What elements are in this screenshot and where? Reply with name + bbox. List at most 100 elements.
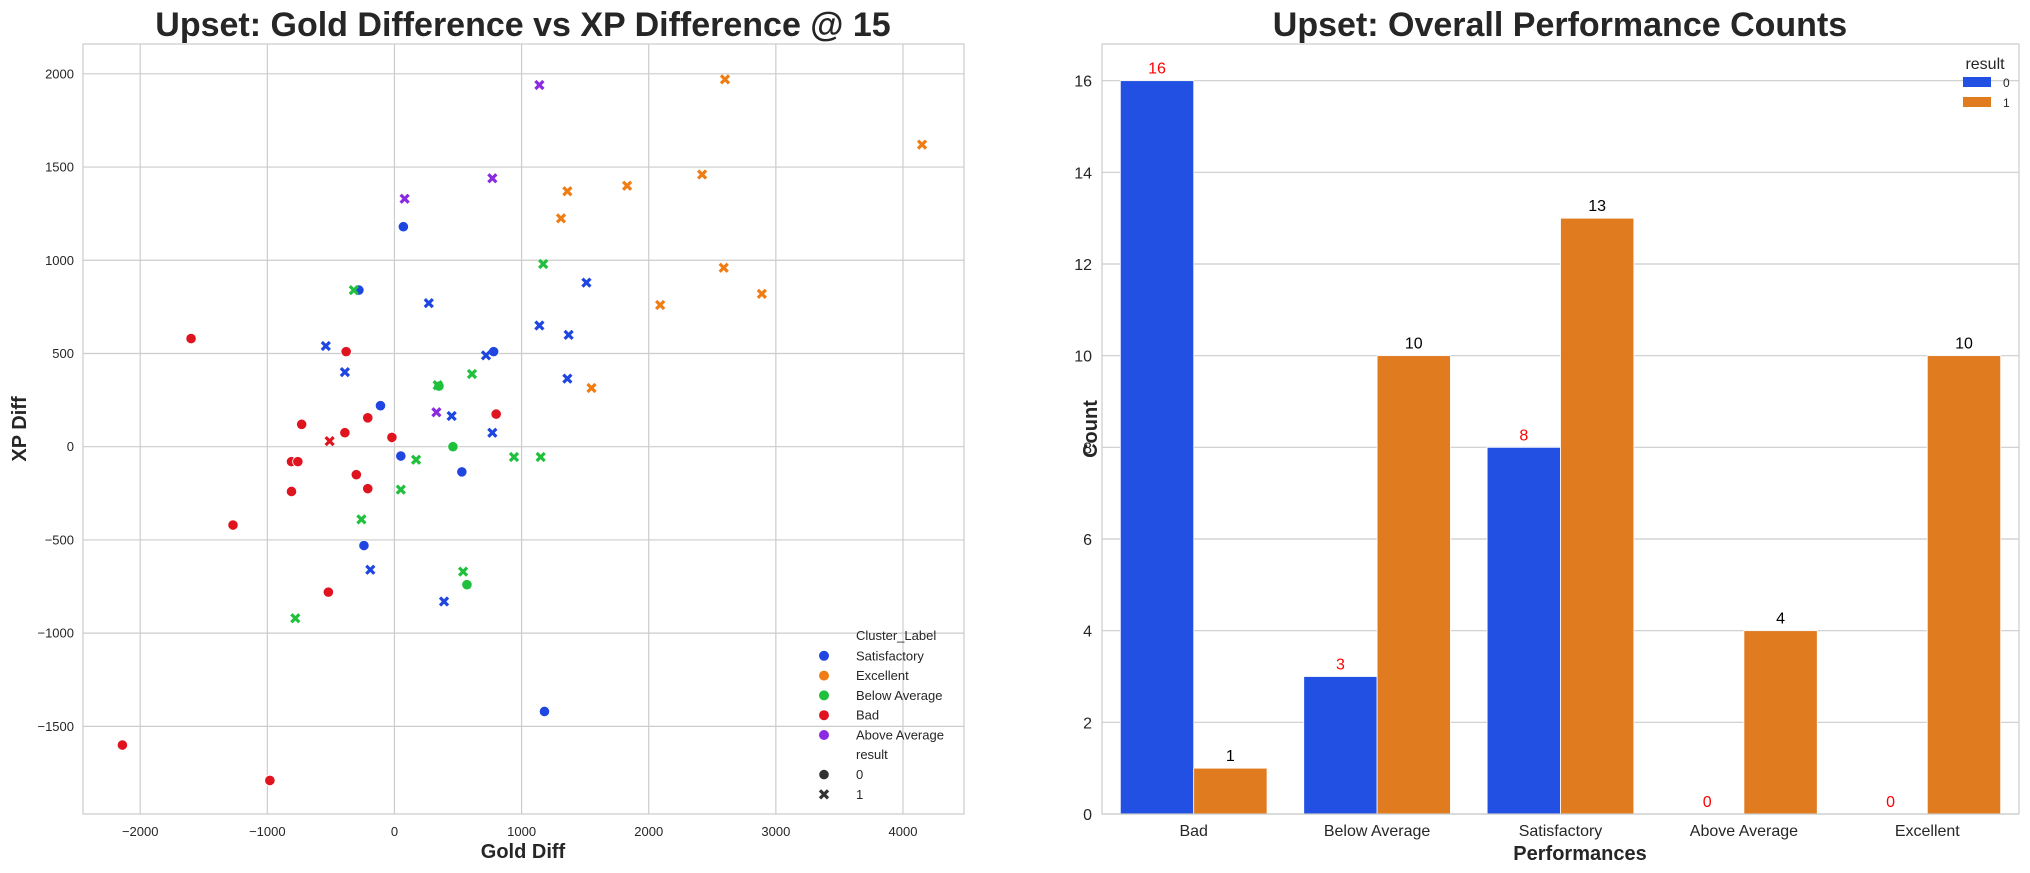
scatter-point: [446, 410, 457, 422]
bar-xtick-label: Satisfactory: [1519, 823, 1603, 840]
scatter-point: [362, 483, 374, 495]
scatter-point: [538, 258, 549, 270]
bar-rect: [1743, 630, 1818, 815]
scatter-point-stroke-b: [356, 514, 367, 525]
scatter-point-stroke-b: [487, 427, 498, 438]
bar-value-label: 3: [1336, 657, 1345, 674]
scatter-legend-marker: [818, 789, 830, 800]
scatter-legend-style-label: 1: [856, 787, 863, 802]
bar-frame: [1101, 43, 2020, 815]
scatter-point: [563, 329, 574, 340]
scatter-point: [756, 288, 767, 299]
scatter-point-stroke-b: [538, 258, 549, 270]
scatter-point: [185, 332, 197, 345]
scatter-legend-hue-title: Cluster_Label: [856, 628, 936, 643]
scatter-point-stroke-b: [431, 407, 442, 418]
scatter-legend-swatch: [819, 710, 829, 721]
bar-ytick-label: 12: [1074, 257, 1092, 274]
bar-legend-label: 0: [2003, 76, 2010, 90]
bar-value-label: 4: [1776, 611, 1785, 628]
scatter-point: [290, 613, 301, 624]
scatter-point: [534, 320, 545, 331]
scatter-point: [395, 484, 406, 495]
scatter-ytick-label: 1000: [45, 253, 74, 268]
scatter-point-stroke-b: [320, 340, 331, 352]
bar-xtick-label: Bad: [1179, 823, 1207, 840]
scatter-point: [339, 367, 351, 378]
bar-value-label: 1: [1226, 748, 1235, 765]
scatter-point: [535, 451, 546, 463]
scatter-point-stroke-b: [423, 298, 434, 309]
scatter-ytick-label: 2000: [45, 66, 74, 81]
scatter-point: [386, 431, 398, 443]
scatter-point-stroke-b: [534, 79, 545, 91]
scatter-point-stroke-b: [480, 350, 492, 361]
scatter-point-stroke-b: [655, 299, 666, 311]
scatter-legend-marker-stroke-b: [818, 789, 830, 800]
scatter-grid: [83, 44, 964, 814]
scatter-legend: Cluster_Label Satisfactory Excellent Below …: [818, 628, 944, 802]
scatter-point: [487, 427, 498, 438]
scatter-point: [480, 350, 492, 361]
scatter-point-stroke-b: [563, 329, 574, 340]
scatter-point: [264, 774, 276, 787]
bar-rect: [1486, 446, 1561, 815]
scatter-point: [356, 514, 367, 525]
scatter-point-stroke-b: [508, 451, 520, 463]
scatter-point: [916, 139, 928, 150]
bar-ytick-label: 14: [1074, 165, 1092, 182]
bar-rect: [1303, 676, 1378, 815]
scatter-ticks: −2000 −1000 0 1000 2000 3000 4000 −1500 −1000 −50…: [37, 66, 917, 839]
scatter-point: [431, 407, 442, 418]
bar-ytick-label: 8: [1083, 440, 1092, 457]
scatter-ytick-label: 0: [67, 439, 74, 454]
scatter-point-stroke-b: [718, 262, 729, 273]
bar-ytick-label: 16: [1074, 74, 1092, 91]
scatter-point: [340, 346, 352, 358]
scatter-panel: −2000 −1000 0 1000 2000 3000 4000 −1500 −1000 −50…: [9, 6, 965, 863]
scatter-legend-marker: [818, 768, 830, 781]
scatter-point-stroke-b: [290, 613, 301, 624]
scatter-xlabel: Gold Diff: [481, 841, 566, 863]
bar-value-label: 13: [1588, 198, 1606, 215]
scatter-point: [432, 380, 443, 391]
bar-ytick-label: 6: [1083, 532, 1092, 549]
bar-ytick-label: 10: [1074, 349, 1092, 366]
bar-rect: [1926, 355, 2002, 815]
scatter-point-stroke-b: [534, 320, 545, 331]
scatter-ytick-label: 500: [52, 346, 74, 361]
bar-xlabel: Performances: [1513, 843, 1646, 865]
scatter-point-stroke-b: [399, 193, 410, 204]
bar-value-label: 0: [1703, 794, 1712, 811]
scatter-point: [586, 382, 597, 394]
bar-legend-swatch: [1963, 77, 1991, 87]
scatter-frame: [82, 43, 965, 815]
scatter-xtick-label: 0: [391, 824, 398, 839]
bar-ytick-label: 4: [1083, 624, 1092, 641]
scatter-point: [461, 579, 473, 591]
bar-ytick-label: 2: [1083, 715, 1092, 732]
scatter-point-stroke-b: [432, 380, 443, 391]
bar-xtick-label: Below Average: [1324, 823, 1431, 840]
scatter-xtick-label: −2000: [122, 824, 159, 839]
bar-rect: [1376, 355, 1451, 815]
bar-ylabel: Count: [1080, 400, 1102, 458]
scatter-ytick-label: −1000: [37, 626, 74, 641]
scatter-point-stroke-b: [395, 484, 406, 495]
scatter-point: [438, 596, 450, 607]
scatter-point-stroke-b: [586, 382, 597, 394]
scatter-point: [466, 368, 478, 380]
scatter-point: [696, 169, 708, 180]
scatter-point-stroke-b: [466, 368, 478, 380]
scatter-point-stroke-b: [365, 564, 376, 575]
scatter-point: [322, 586, 334, 598]
scatter-point: [292, 456, 304, 468]
scatter-ytick-label: 1500: [45, 160, 74, 175]
scatter-legend-label: Satisfactory: [856, 648, 924, 663]
scatter-point-stroke-b: [581, 277, 592, 288]
scatter-legend-label: Excellent: [856, 668, 909, 683]
scatter-point: [116, 739, 129, 751]
